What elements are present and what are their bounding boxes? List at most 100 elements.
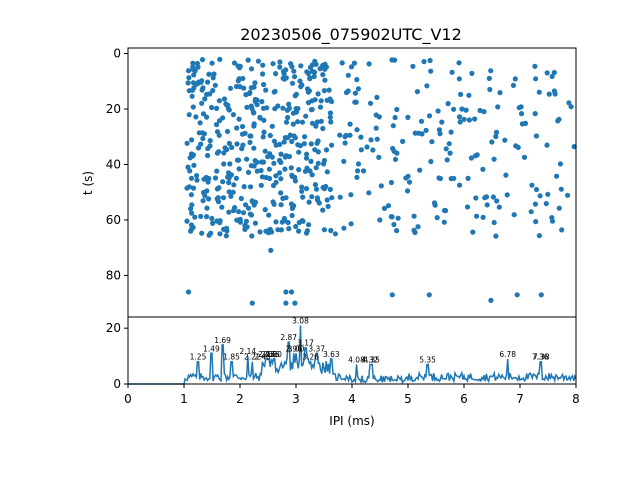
raster-point: [394, 150, 400, 156]
histogram-peak-label: 2.60: [265, 350, 282, 359]
raster-point: [185, 80, 191, 86]
raster-point: [212, 175, 219, 181]
raster-point: [404, 188, 411, 194]
raster-point: [278, 176, 284, 182]
raster-point: [214, 218, 220, 224]
raster-point: [234, 141, 240, 147]
raster-point: [451, 175, 457, 181]
raster-point: [243, 218, 249, 224]
raster-point: [291, 68, 297, 74]
raster-point: [289, 212, 295, 219]
raster-point: [189, 210, 195, 216]
raster-point: [488, 297, 494, 303]
raster-point: [307, 64, 314, 70]
raster-point: [244, 104, 250, 110]
raster-point: [230, 112, 236, 118]
histogram-y-tick-label: 0: [113, 377, 121, 391]
raster-point: [291, 203, 297, 209]
raster-point: [205, 79, 211, 85]
raster-point: [229, 144, 235, 150]
raster-point: [327, 110, 333, 116]
raster-point: [189, 202, 195, 208]
raster-point: [220, 179, 226, 185]
raster-point: [470, 229, 476, 235]
raster-point: [308, 158, 314, 164]
raster-point: [480, 166, 486, 172]
raster-point: [269, 123, 275, 129]
raster-points: [184, 56, 577, 306]
raster-point: [549, 218, 556, 224]
raster-point: [194, 177, 200, 183]
raster-point: [466, 117, 472, 123]
raster-point: [199, 230, 205, 236]
raster-point: [439, 119, 445, 125]
raster-point: [265, 154, 271, 160]
raster-point: [403, 175, 409, 181]
histogram-peak-label: 1.25: [190, 353, 207, 362]
raster-point: [277, 59, 283, 65]
raster-point: [241, 184, 247, 190]
raster-point: [199, 87, 205, 93]
raster-point: [545, 191, 551, 197]
raster-point: [286, 105, 292, 111]
raster-point: [483, 194, 490, 200]
raster-point: [217, 231, 223, 237]
raster-point: [205, 152, 211, 159]
raster-point: [245, 57, 251, 63]
raster-point: [186, 184, 192, 190]
raster-point: [236, 166, 242, 172]
raster-point: [278, 190, 284, 196]
raster-point: [378, 183, 384, 189]
raster-point: [406, 179, 413, 185]
raster-point: [288, 165, 294, 171]
raster-point: [277, 64, 283, 70]
raster-point: [552, 91, 558, 97]
raster-point: [388, 179, 394, 186]
raster-point: [390, 123, 396, 129]
raster-point: [287, 132, 293, 138]
raster-point: [186, 88, 192, 94]
histogram-peak-label: 2.40: [254, 353, 271, 362]
raster-point: [496, 204, 502, 210]
raster-point: [266, 212, 272, 218]
raster-point: [428, 158, 434, 165]
ipi-histogram: 1.251.491.69 1.852.142.222.402.472.522.56…: [106, 316, 580, 428]
raster-point: [184, 218, 190, 224]
raster-point: [345, 72, 351, 78]
histogram-peak-label: 3.00: [288, 344, 305, 353]
histogram-x-tick-label: 6: [460, 392, 468, 406]
raster-point: [313, 165, 319, 171]
raster-point: [252, 220, 258, 226]
raster-point: [503, 172, 509, 178]
raster-point: [315, 197, 321, 203]
raster-point: [458, 91, 464, 97]
raster-point: [434, 215, 440, 221]
histogram-peak-label: 5.35: [419, 356, 436, 365]
raster-point: [373, 112, 379, 118]
raster-point: [257, 229, 263, 235]
raster-point: [261, 129, 267, 135]
raster-point: [342, 140, 348, 146]
raster-point: [318, 98, 324, 104]
raster-point: [304, 69, 310, 75]
histogram-x-tick-label: 8: [572, 392, 580, 406]
raster-point: [551, 69, 557, 76]
raster-point: [411, 213, 417, 219]
raster-point: [209, 215, 215, 222]
raster-y-tick-label: 0: [113, 47, 121, 61]
raster-point: [429, 139, 435, 145]
histogram-peak-label: 4.08: [348, 356, 365, 365]
raster-point: [188, 206, 194, 212]
histogram-peak-label: 4.35: [363, 356, 380, 365]
raster-point: [474, 213, 480, 219]
raster-point: [250, 110, 257, 116]
raster-point: [555, 118, 561, 124]
histogram-series-line: [128, 325, 577, 385]
raster-point: [414, 89, 420, 95]
raster-point: [278, 202, 284, 208]
raster-point: [377, 217, 383, 223]
raster-point: [233, 175, 239, 181]
raster-point: [247, 184, 254, 190]
raster-point: [267, 132, 273, 139]
